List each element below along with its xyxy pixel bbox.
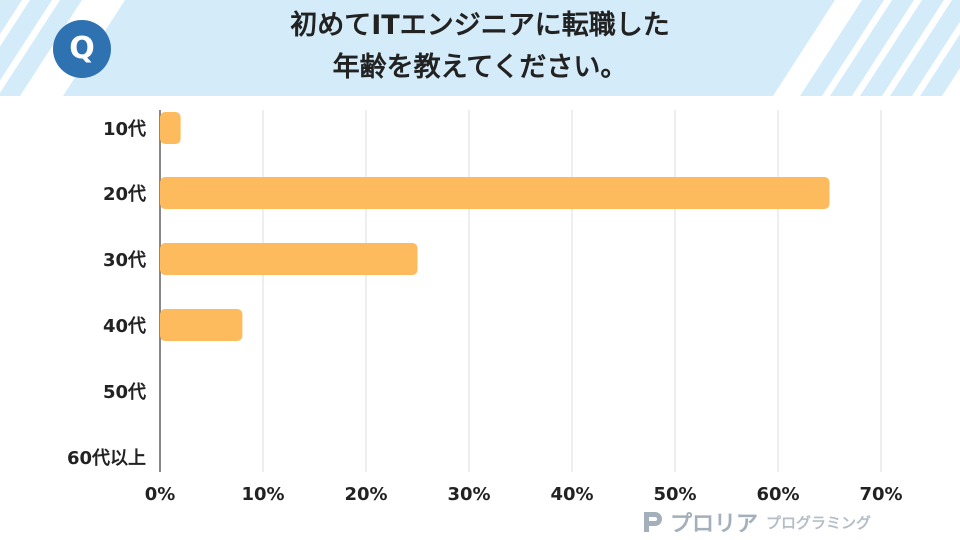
x-tick-label: 60% xyxy=(756,484,799,505)
bar-40代 xyxy=(160,309,243,341)
question-title-line-2: 年齢を教えてください。 xyxy=(332,52,628,83)
y-category-label: 20代 xyxy=(103,184,146,205)
brand-subtitle: プログラミング xyxy=(766,513,872,532)
brand-footer: プロリア プログラミング xyxy=(640,506,871,538)
x-tick-label: 30% xyxy=(447,484,490,505)
banner-stripes xyxy=(0,0,960,96)
brand-name: プロリア xyxy=(670,512,759,537)
x-tick-label: 0% xyxy=(145,484,176,505)
age-bar-chart: 0% 10% 20% 30% 40% 50% 60% 70% 10代 20代 30代 40代 50代 60… xyxy=(67,110,903,505)
question-title: 初めてITエンジニアに転職した 年齢を教えてください。 xyxy=(210,5,750,89)
y-category-label: 30代 xyxy=(103,250,146,271)
x-tick-label: 70% xyxy=(859,484,902,505)
bar-30代 xyxy=(160,243,418,275)
y-category-label: 50代 xyxy=(103,382,146,403)
proria-logo-icon xyxy=(640,509,666,535)
x-tick-label: 20% xyxy=(344,484,387,505)
x-tick-label: 40% xyxy=(550,484,593,505)
y-category-label: 40代 xyxy=(103,316,146,337)
x-tick-label: 10% xyxy=(241,484,284,505)
question-title-line-1: 初めてITエンジニアに転職した xyxy=(290,10,670,41)
bar-10代 xyxy=(160,112,181,144)
question-badge-letter: Q xyxy=(69,31,95,66)
y-category-label: 60代以上 xyxy=(67,448,146,469)
x-tick-label: 50% xyxy=(653,484,696,505)
question-banner: Q 初めてITエンジニアに転職した 年齢を教えてください。 xyxy=(0,0,960,96)
y-category-label: 10代 xyxy=(103,119,146,140)
question-badge: Q xyxy=(53,20,111,78)
bar-20代 xyxy=(160,177,830,209)
